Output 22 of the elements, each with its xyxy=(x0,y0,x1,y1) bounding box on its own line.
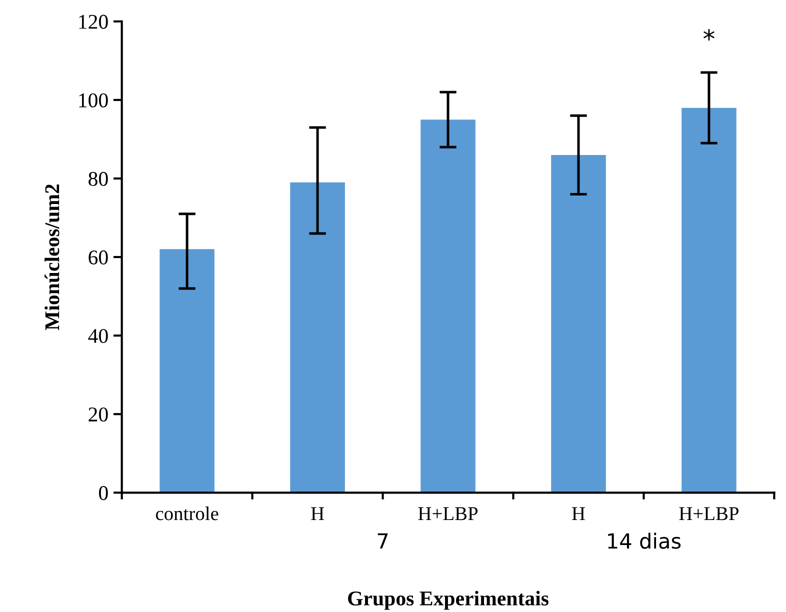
y-tick-label: 100 xyxy=(79,93,108,108)
bar xyxy=(682,108,736,493)
annotation: * xyxy=(703,29,714,40)
x-tick-label: H+LBP xyxy=(679,507,739,520)
y-tick-label: 60 xyxy=(88,250,108,264)
y-axis-title: Mionúcleos/um2 xyxy=(44,184,60,330)
text: 14 dias xyxy=(608,532,681,549)
text: 7 xyxy=(378,533,388,549)
y-tick-label: 80 xyxy=(88,172,108,186)
x-axis-title: Grupos Experimentais xyxy=(348,590,548,610)
x-tick-label: H xyxy=(572,507,585,520)
bar xyxy=(420,120,476,493)
y-tick-label: 20 xyxy=(88,407,108,422)
bar xyxy=(290,182,345,493)
x-tick-label: H xyxy=(311,507,324,520)
x-tick-label: controle xyxy=(156,506,218,520)
y-tick-label: 0 xyxy=(99,486,108,500)
y-tick-label: 40 xyxy=(88,328,108,344)
x-tick-label: H+LBP xyxy=(418,507,478,520)
y-tick-label: 120 xyxy=(79,14,108,29)
bar xyxy=(551,154,606,493)
bar xyxy=(160,249,214,493)
